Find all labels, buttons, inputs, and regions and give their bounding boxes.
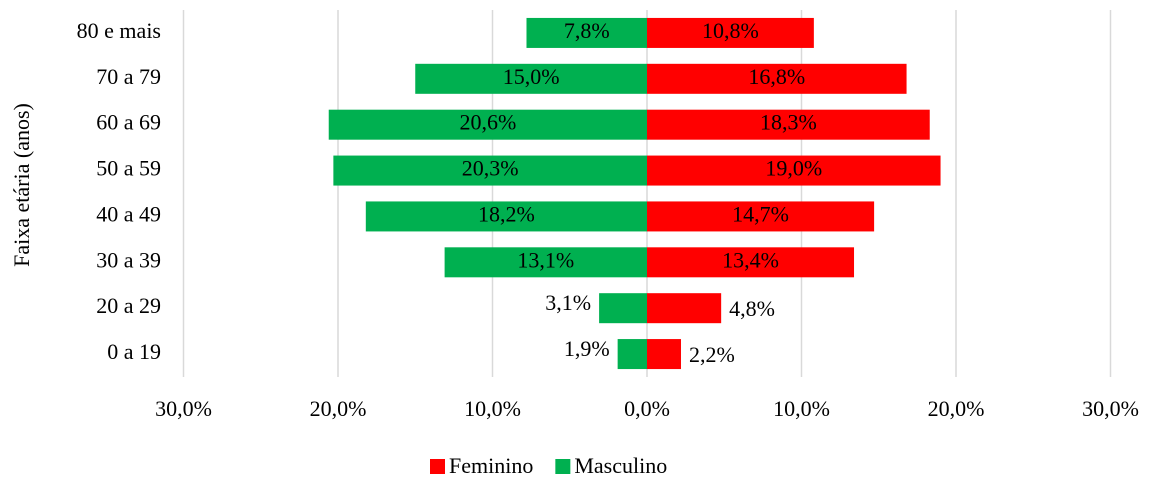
bar: [328, 109, 647, 140]
legend-label: Feminino: [449, 453, 533, 478]
x-tick-label: 20,0%: [310, 396, 367, 421]
legend-swatch: [430, 459, 445, 474]
bar: [647, 63, 907, 94]
bar: [647, 109, 930, 140]
data-label: 3,1%: [545, 290, 591, 315]
data-label: 1,9%: [564, 336, 610, 361]
data-label: 10,8%: [702, 18, 759, 43]
y-tick-label: 20 a 29: [96, 293, 161, 318]
x-tick-label: 10,0%: [773, 396, 830, 421]
bar: [647, 247, 855, 278]
y-tick-label: 0 a 19: [107, 339, 161, 364]
x-tick-label: 30,0%: [1082, 396, 1139, 421]
y-tick-label: 60 a 69: [96, 110, 161, 135]
bar: [647, 293, 722, 324]
y-tick-label: 80 e mais: [77, 18, 161, 43]
bar: [365, 201, 647, 232]
bar: [647, 17, 814, 48]
legend-swatch: [555, 459, 571, 474]
x-tick-label: 30,0%: [155, 396, 212, 421]
x-tick-label: 0,0%: [624, 396, 670, 421]
bar: [647, 155, 941, 186]
bar: [647, 201, 875, 232]
data-label: 16,8%: [748, 64, 805, 89]
bar: [599, 293, 647, 324]
data-label: 2,2%: [689, 342, 735, 367]
data-label: 4,8%: [729, 296, 775, 321]
data-label: 13,1%: [517, 247, 574, 272]
data-label: 7,8%: [564, 18, 610, 43]
bar: [415, 63, 647, 94]
data-label: 19,0%: [765, 156, 822, 181]
data-label: 15,0%: [503, 64, 560, 89]
bar: [444, 247, 647, 278]
data-label: 18,3%: [760, 110, 817, 135]
data-label: 13,4%: [722, 247, 779, 272]
y-tick-label: 70 a 79: [96, 64, 161, 89]
x-tick-label: 20,0%: [928, 396, 985, 421]
bar: [617, 339, 647, 370]
data-label: 18,2%: [478, 201, 535, 226]
y-tick-label: 30 a 39: [96, 247, 161, 272]
bar: [333, 155, 647, 186]
data-label: 14,7%: [732, 201, 789, 226]
bar: [647, 339, 681, 370]
data-label: 20,3%: [462, 156, 519, 181]
y-tick-label: 40 a 49: [96, 201, 161, 226]
y-tick-label: 50 a 59: [96, 156, 161, 181]
y-axis-title: Faixa etária (anos): [9, 103, 34, 267]
bar: [526, 17, 647, 48]
x-tick-label: 10,0%: [464, 396, 521, 421]
legend-label: Masculino: [574, 453, 667, 478]
data-label: 20,6%: [459, 110, 516, 135]
